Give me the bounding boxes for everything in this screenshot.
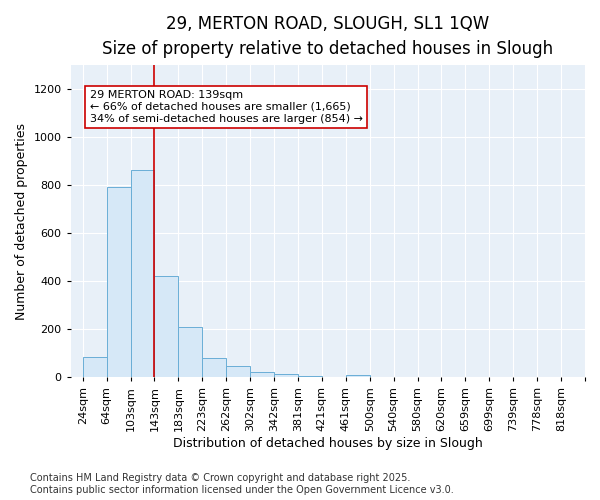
Bar — [107, 187, 131, 378]
Text: Contains HM Land Registry data © Crown copyright and database right 2025.
Contai: Contains HM Land Registry data © Crown c… — [30, 474, 454, 495]
Bar — [226, 366, 250, 378]
Bar — [131, 170, 154, 378]
X-axis label: Distribution of detached houses by size in Slough: Distribution of detached houses by size … — [173, 437, 483, 450]
Bar — [154, 276, 178, 378]
Y-axis label: Number of detached properties: Number of detached properties — [15, 122, 28, 320]
Bar — [346, 375, 370, 378]
Bar — [298, 376, 322, 378]
Bar — [202, 358, 226, 378]
Text: 29 MERTON ROAD: 139sqm
← 66% of detached houses are smaller (1,665)
34% of semi-: 29 MERTON ROAD: 139sqm ← 66% of detached… — [90, 90, 363, 124]
Bar — [178, 328, 202, 378]
Title: 29, MERTON ROAD, SLOUGH, SL1 1QW
Size of property relative to detached houses in: 29, MERTON ROAD, SLOUGH, SL1 1QW Size of… — [102, 15, 553, 58]
Bar — [83, 357, 107, 378]
Bar — [250, 372, 274, 378]
Bar — [274, 374, 298, 378]
